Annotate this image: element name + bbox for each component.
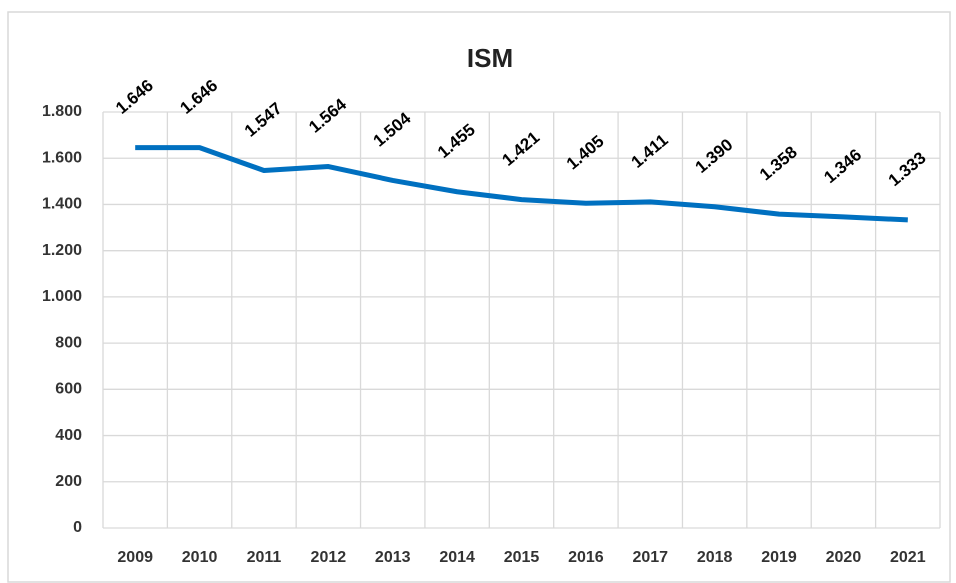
chart-title: ISM bbox=[467, 43, 513, 73]
y-tick-label: 0 bbox=[73, 519, 82, 536]
x-tick-label: 2016 bbox=[568, 549, 604, 566]
y-tick-label: 400 bbox=[55, 427, 82, 444]
line-series bbox=[135, 145, 908, 223]
x-tick-label: 2009 bbox=[117, 549, 153, 566]
x-tick-label: 2010 bbox=[182, 549, 218, 566]
y-tick-label: 1.600 bbox=[42, 149, 82, 166]
y-tick-label: 600 bbox=[55, 381, 82, 398]
y-tick-label: 1.200 bbox=[42, 242, 82, 259]
y-tick-label: 200 bbox=[55, 473, 82, 490]
x-tick-label: 2013 bbox=[375, 549, 411, 566]
x-tick-label: 2017 bbox=[632, 549, 668, 566]
x-tick-label: 2019 bbox=[761, 549, 797, 566]
y-tick-label: 1.800 bbox=[42, 103, 82, 120]
x-tick-label: 2014 bbox=[439, 549, 475, 566]
y-tick-label: 1.000 bbox=[42, 288, 82, 305]
x-tick-label: 2015 bbox=[504, 549, 540, 566]
x-tick-label: 2021 bbox=[890, 549, 926, 566]
x-tick-label: 2018 bbox=[697, 549, 733, 566]
y-tick-label: 1.400 bbox=[42, 196, 82, 213]
x-tick-label: 2020 bbox=[826, 549, 862, 566]
y-tick-label: 800 bbox=[55, 334, 82, 351]
x-tick-label: 2011 bbox=[247, 549, 282, 566]
x-tick-label: 2012 bbox=[311, 549, 347, 566]
